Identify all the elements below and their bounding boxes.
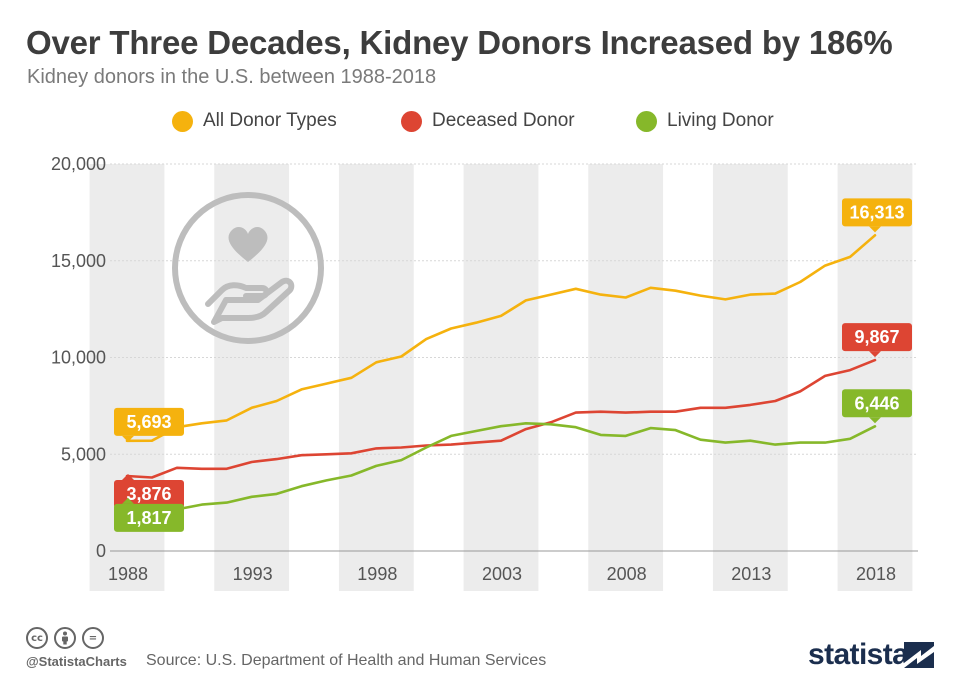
legend-label-living: Living Donor — [667, 110, 774, 131]
y-tick-label: 15,000 — [51, 251, 106, 271]
x-band-1993 — [214, 164, 290, 591]
callout-box — [114, 479, 184, 508]
heart-icon — [228, 227, 268, 262]
callout-value: 1,817 — [126, 508, 171, 528]
no-derivatives-icon: = — [82, 627, 104, 649]
value-callout-deceased-30: 9,867 — [842, 323, 912, 358]
callout-pointer — [869, 417, 881, 424]
value-callout-living-0: 1,817 — [114, 497, 184, 532]
callout-pointer — [122, 435, 134, 442]
x-tick-label: 2008 — [607, 564, 647, 584]
callout-box — [842, 198, 912, 227]
callout-pointer — [122, 497, 134, 504]
y-tick-label: 5,000 — [61, 444, 106, 464]
x-band-2013 — [712, 164, 788, 591]
callout-box — [114, 503, 184, 532]
legend-swatch-all — [172, 110, 193, 132]
license-icons: cc = — [26, 627, 104, 649]
chart-subtitle: Kidney donors in the U.S. between 1988-2… — [27, 66, 437, 88]
callout-value: 6,446 — [854, 393, 899, 413]
series-line-all — [125, 234, 877, 443]
callout-box — [842, 323, 912, 352]
value-callout-deceased-0: 3,876 — [114, 473, 184, 508]
y-tick-label: 10,000 — [51, 348, 106, 368]
legend-item-all: All Donor Types — [172, 110, 337, 132]
legend-item-living: Living Donor — [636, 110, 774, 132]
value-callout-all-30: 16,313 — [842, 198, 912, 233]
x-tick-label: 1988 — [108, 564, 148, 584]
twitter-handle: @StatistaCharts — [26, 654, 127, 669]
chart-title: Over Three Decades, Kidney Donors Increa… — [26, 24, 893, 61]
value-callout-all-0: 5,693 — [114, 407, 184, 442]
callout-value: 16,313 — [849, 202, 904, 222]
icon-ring — [172, 192, 324, 344]
callout-value: 9,867 — [854, 327, 899, 347]
legend-label-deceased: Deceased Donor — [432, 110, 575, 131]
x-tick-label: 1993 — [233, 564, 273, 584]
legend-item-deceased: Deceased Donor — [401, 110, 575, 132]
callout-box — [842, 389, 912, 418]
hand-icon — [205, 277, 295, 325]
callout-box — [114, 407, 184, 436]
legend-swatch-deceased — [401, 110, 422, 132]
callout-pointer — [869, 351, 881, 358]
callout-value: 5,693 — [126, 412, 171, 432]
x-band-2008 — [588, 164, 664, 591]
attribution-icon — [54, 627, 76, 649]
x-tick-label: 1998 — [357, 564, 397, 584]
series-line-deceased — [125, 358, 877, 479]
cc-icon: cc — [26, 627, 48, 649]
donor-hand-heart-icon — [172, 192, 324, 344]
value-callout-living-30: 6,446 — [842, 389, 912, 424]
statista-logo-icon — [904, 642, 934, 668]
legend-swatch-living — [636, 110, 657, 132]
x-band-2003 — [463, 164, 539, 591]
y-tick-label: 20,000 — [51, 154, 106, 174]
legend-label-all: All Donor Types — [203, 110, 337, 131]
y-tick-label: 0 — [96, 541, 106, 561]
x-tick-label: 2018 — [856, 564, 896, 584]
series-line-living — [125, 421, 877, 518]
callout-pointer — [869, 226, 881, 233]
x-tick-label: 2013 — [731, 564, 771, 584]
statista-logo: statista — [808, 638, 909, 671]
callout-pointer — [122, 473, 134, 480]
callout-value: 3,876 — [126, 484, 171, 504]
legend: All Donor Types Deceased Donor Living Do… — [0, 110, 960, 138]
x-tick-label: 2003 — [482, 564, 522, 584]
source-note: Source: U.S. Department of Health and Hu… — [146, 652, 547, 669]
